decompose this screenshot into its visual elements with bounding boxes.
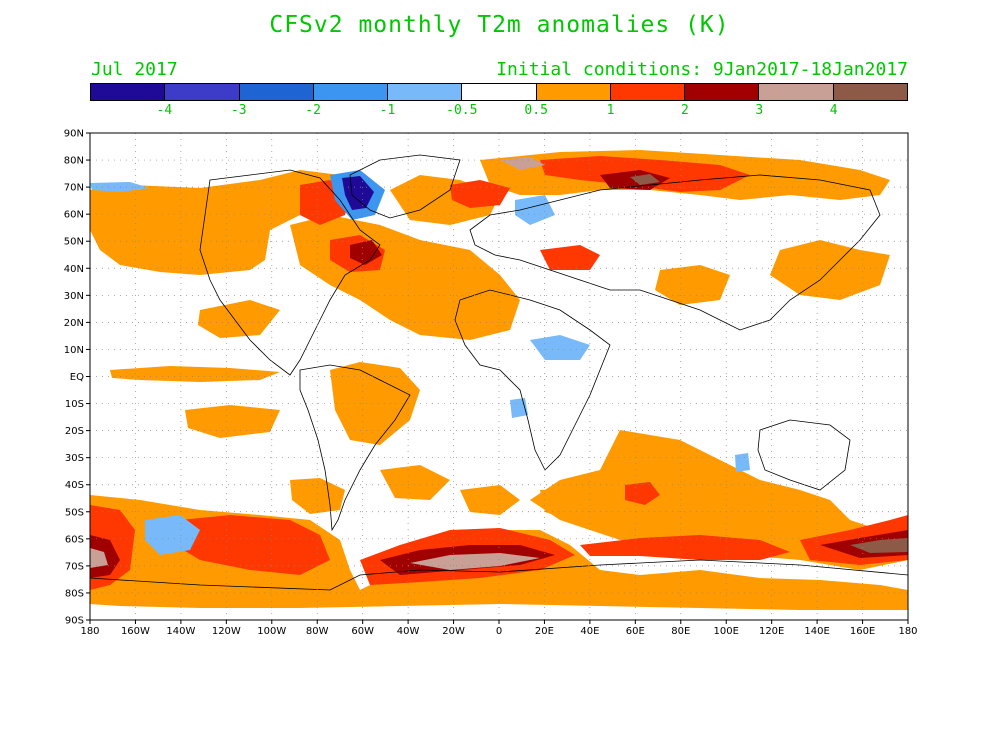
lon-label: 140E [804,626,829,637]
lat-label: 10S [65,399,84,410]
lon-label: 40E [580,626,599,637]
anomaly-gt-4 [630,174,908,553]
colorbar-label: 3 [755,103,764,118]
colorbar-label: 0.5 [524,103,548,118]
lat-label: 70S [65,561,84,572]
lon-label: 60W [351,626,374,637]
lat-label: 40S [65,480,84,491]
lat-label: 40N [64,264,84,275]
colorbar-swatch [165,84,240,100]
lon-label: 180 [80,626,99,637]
lat-label: 70N [64,183,84,194]
colorbar [90,83,908,101]
lat-label: 30S [65,453,84,464]
colorbar-swatch [685,84,760,100]
lat-label: 60S [65,534,84,545]
lon-label: 20W [442,626,465,637]
lon-label: 160W [121,626,150,637]
colorbar-label: -3 [230,103,247,118]
colorbar-label: -0.5 [446,103,478,118]
axis-ticks [86,132,909,624]
colorbar-swatch [91,84,166,100]
colorbar-swatch [833,84,907,100]
lat-label: 90N [64,129,84,140]
longitude-labels: 180 160W 140W 120W 100W 80W 60W 40W 20W 0 20E 40E 60… [80,626,917,637]
colorbar-swatch [536,84,611,100]
colorbar-swatch [610,84,686,100]
colorbar-label: -2 [305,103,321,118]
lon-label: 140W [166,626,195,637]
colorbar-swatch [388,84,463,100]
colorbar-label: 1 [606,103,615,118]
coastlines [90,154,908,591]
gridlines [90,133,908,620]
colorbar-label: -4 [156,103,173,118]
lat-label: 10N [64,345,84,356]
anomaly-3-4 [90,157,545,570]
lat-label: 20S [65,426,84,437]
lon-label: 120E [759,626,784,637]
colorbar-label: -1 [379,103,396,118]
colorbar-swatch [313,84,389,100]
lat-label: 80N [64,156,84,167]
lat-label: 30N [64,291,84,302]
lon-label: 120W [212,626,241,637]
lat-label: EQ [70,372,84,383]
lat-label: 60N [64,210,84,221]
lat-label: 50S [65,507,84,518]
lat-label: 90S [65,616,84,627]
lat-label: 20N [64,318,84,329]
colorbar-labels: -4 -3 -2 -1 -0.5 0.5 1 2 3 4 [90,103,908,121]
lat-label: 80S [65,588,84,599]
colorbar-swatch [759,84,834,100]
colorbar-label: 2 [680,103,689,118]
colorbar-swatch [239,84,314,100]
lon-label: 80E [671,626,690,637]
anomaly-neg-4 [342,176,374,210]
lon-label: 60E [626,626,645,637]
lat-label: 50N [64,237,84,248]
lon-label: 80W [306,626,329,637]
map-title: CFSv2 monthly T2m anomalies (K) [269,12,730,38]
lon-label: 100W [257,626,286,637]
latitude-labels: 90N 80N 70N 60N 50N 40N 30N 20N 10N EQ 10S 20S 30S 40… [64,129,84,627]
lon-label: 20E [535,626,554,637]
lon-label: 100E [714,626,739,637]
colorbar-swatch [462,84,537,100]
forecast-month: Jul 2017 [91,59,178,80]
lon-label: 160E [850,626,875,637]
anomaly-fields [90,150,908,610]
initial-conditions: Initial conditions: 9Jan2017-18Jan2017 [496,59,908,80]
anomaly-neg-0p5 [90,182,750,555]
lon-label: 40W [397,626,420,637]
lon-label: 180 [898,626,917,637]
colorbar-label: 4 [829,103,838,118]
lon-label: 0 [496,626,502,637]
